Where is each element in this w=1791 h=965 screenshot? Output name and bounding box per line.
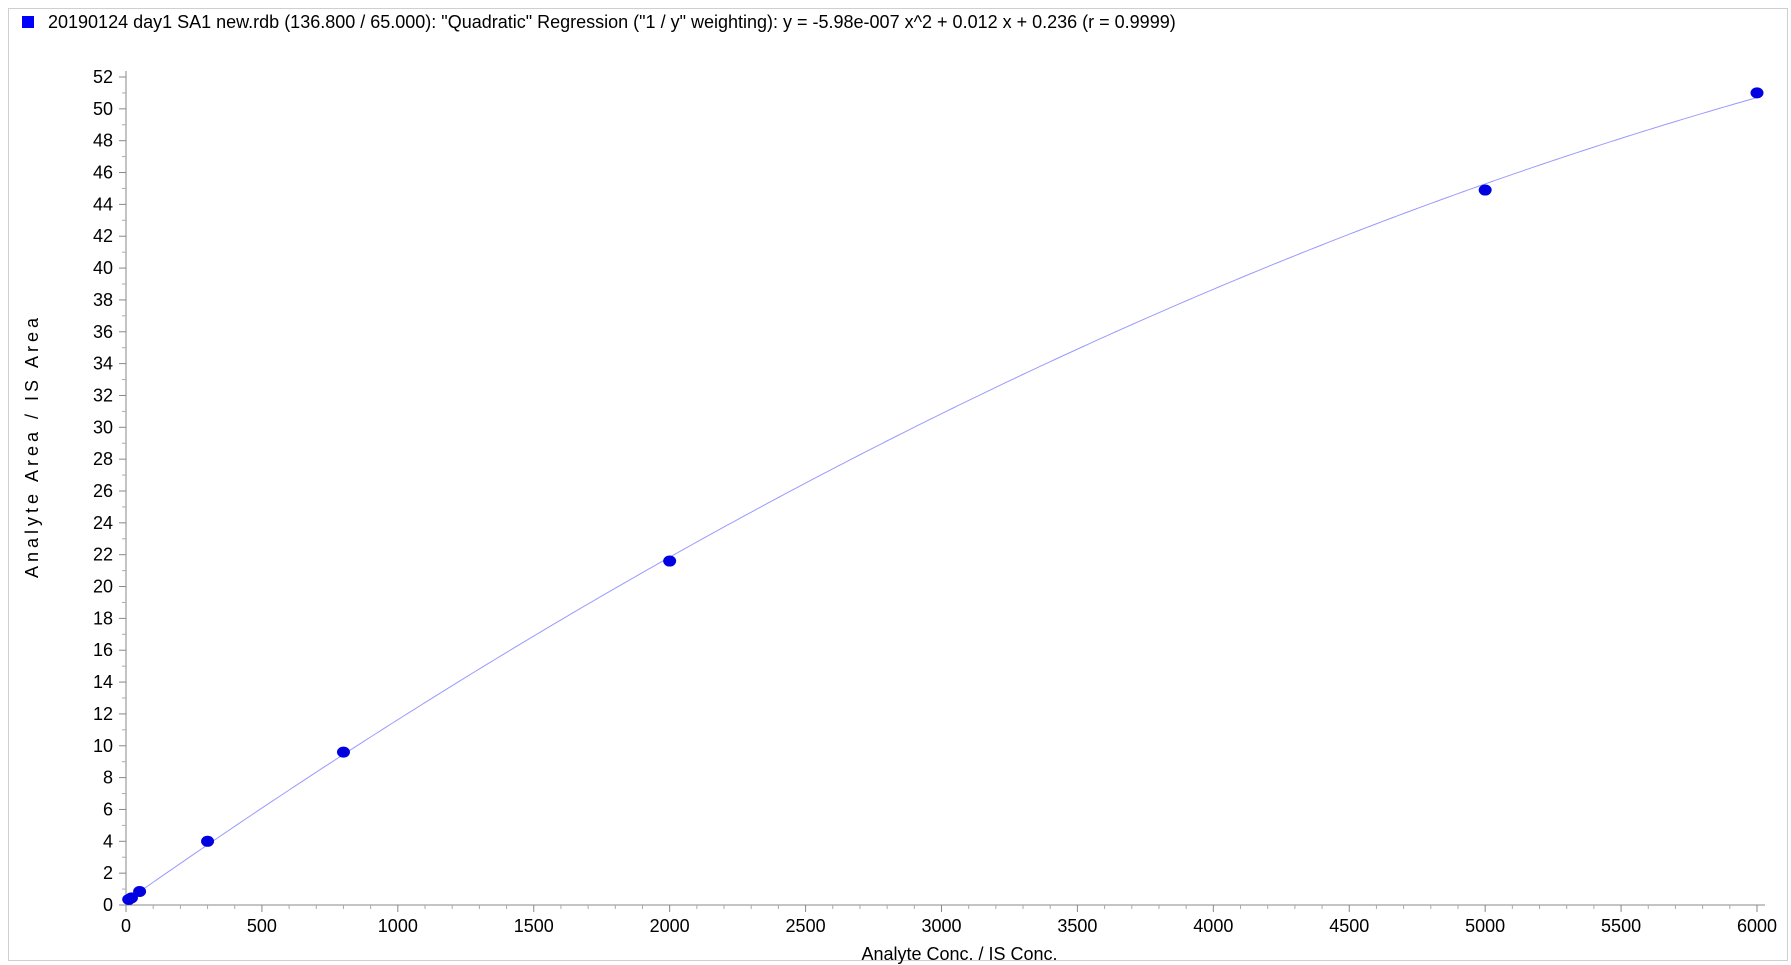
y-tick-label: 52 [93, 67, 113, 87]
data-points-layer [122, 87, 1764, 905]
y-tick-label: 2 [103, 863, 113, 883]
y-tick-label: 44 [93, 194, 113, 214]
axes: 0246810121416182022242628303234363840424… [93, 67, 1777, 936]
y-tick-label: 0 [103, 895, 113, 915]
y-axis-title: Analyte Area / IS Area [22, 314, 42, 578]
data-point [1750, 87, 1764, 99]
data-point [133, 885, 147, 897]
y-tick-label: 40 [93, 258, 113, 278]
y-tick-label: 42 [93, 226, 113, 246]
x-tick-label: 4000 [1193, 916, 1233, 936]
x-tick-label: 5000 [1465, 916, 1505, 936]
y-tick-label: 32 [93, 385, 113, 405]
y-tick-label: 26 [93, 481, 113, 501]
x-tick-label: 1000 [378, 916, 418, 936]
legend-marker [22, 16, 34, 28]
data-point [336, 746, 350, 758]
x-tick-label: 6000 [1737, 916, 1777, 936]
legend-label: 20190124 day1 SA1 new.rdb (136.800 / 65.… [48, 11, 1176, 32]
y-tick-label: 28 [93, 449, 113, 469]
y-tick-label: 38 [93, 290, 113, 310]
y-tick-label: 24 [93, 513, 113, 533]
regression-curve [125, 97, 1758, 902]
y-tick-label: 14 [93, 672, 113, 692]
y-tick-label: 46 [93, 163, 113, 183]
y-tick-label: 6 [103, 799, 113, 819]
regression-curve-layer [125, 97, 1758, 902]
x-tick-label: 0 [121, 916, 131, 936]
data-point [124, 892, 138, 904]
x-tick-label: 2500 [786, 916, 826, 936]
x-tick-label: 2000 [650, 916, 690, 936]
data-point [201, 835, 215, 847]
x-tick-label: 4500 [1329, 916, 1369, 936]
data-point [663, 555, 677, 567]
y-tick-label: 10 [93, 736, 113, 756]
x-tick-label: 3000 [921, 916, 961, 936]
y-tick-label: 30 [93, 417, 113, 437]
data-point [1478, 184, 1492, 196]
x-tick-label: 500 [247, 916, 277, 936]
y-tick-label: 48 [93, 131, 113, 151]
y-tick-label: 22 [93, 545, 113, 565]
x-tick-label: 1500 [514, 916, 554, 936]
legend: 20190124 day1 SA1 new.rdb (136.800 / 65.… [22, 12, 1176, 32]
y-tick-label: 34 [93, 354, 113, 374]
x-tick-label: 5500 [1601, 916, 1641, 936]
y-tick-label: 50 [93, 99, 113, 119]
y-tick-label: 12 [93, 704, 113, 724]
y-tick-label: 36 [93, 322, 113, 342]
x-tick-label: 3500 [1057, 916, 1097, 936]
y-tick-label: 20 [93, 577, 113, 597]
y-tick-label: 4 [103, 831, 113, 851]
y-tick-label: 16 [93, 640, 113, 660]
x-axis-title: Analyte Conc. / IS Conc. [861, 944, 1057, 964]
chart-frame [8, 8, 1788, 961]
y-tick-label: 8 [103, 768, 113, 788]
y-tick-label: 18 [93, 608, 113, 628]
